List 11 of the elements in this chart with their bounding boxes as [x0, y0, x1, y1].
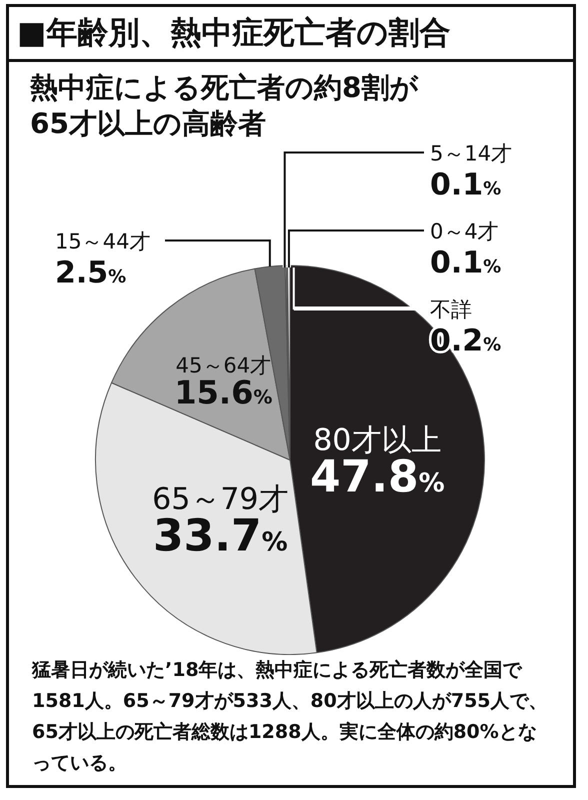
- slice-label: 5～14才: [430, 142, 512, 166]
- slice-label: 45～64才: [176, 353, 272, 378]
- slice-label: 不詳: [430, 298, 472, 322]
- data-label: 0.1%: [430, 246, 502, 280]
- text: 猛暑日が続いた’18年は、熱中症による死亡者数が全国で1581人。65～79才が533人、80才以上の人が755人で、65才以上の死亡者総数は1288人。実に全体の約80%となっている。: [32, 658, 549, 776]
- slice-label: 0～4才: [430, 220, 499, 244]
- data-label: 0.1%: [430, 168, 502, 202]
- data-label: 2.5%: [55, 256, 126, 291]
- chart-title: ■年齢別、熱中症死亡者の割合: [6, 4, 576, 62]
- slice-label: 15～44才: [55, 230, 150, 254]
- chart-subtitle: 熱中症による死亡者の約8割が65才以上の高齢者: [30, 70, 420, 142]
